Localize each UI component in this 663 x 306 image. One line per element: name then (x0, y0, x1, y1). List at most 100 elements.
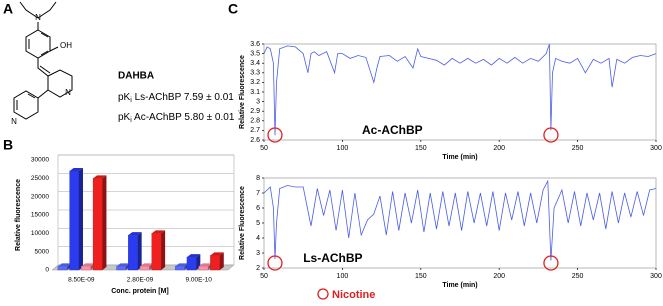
y-tick-label: 3.6 (250, 41, 260, 48)
y-tick-label: 0 (45, 267, 49, 274)
compound-text: pKi Ls-AChBP 7.59 ± 0.01 (118, 92, 234, 104)
x-tick-label: 2.80E-09 (127, 277, 154, 284)
x-tick-label: 9.00E-10 (185, 277, 212, 284)
y-tick-label: 5 (256, 220, 260, 227)
nicotine-marker (267, 255, 283, 271)
x-axis-label: Time (min) (442, 154, 477, 161)
structure (13, 1, 73, 120)
nicotine-marker (543, 255, 559, 271)
text-part: Ac-AChBP 5.80 ± 0.01 (132, 112, 235, 123)
bar-side (219, 252, 224, 270)
y-tick-label: 2.7 (250, 127, 260, 134)
y-tick-label: 25000 (31, 175, 49, 182)
x-tick-label: 200 (493, 145, 505, 152)
bar-top (186, 254, 201, 258)
x-tick-label: 100 (337, 273, 349, 280)
legend-marker (317, 288, 329, 300)
bar-top (151, 230, 166, 234)
bar-side (78, 168, 83, 270)
y-tick-label: 2.9 (250, 108, 260, 115)
bar (210, 255, 220, 271)
bar (175, 266, 185, 271)
bar-top (140, 263, 154, 267)
atom-label: OH (60, 41, 72, 50)
bar (128, 235, 138, 271)
bar-top (69, 168, 83, 171)
bar (116, 266, 127, 271)
y-tick-label: 3.5 (250, 50, 260, 57)
x-tick-label: 150 (415, 273, 427, 280)
y-axis-label: Relative Fluorescence (239, 186, 246, 260)
y-tick-label: 2.6 (250, 137, 260, 144)
bar (92, 178, 103, 271)
plot-frame (263, 43, 657, 141)
y-tick-label: 6 (256, 205, 260, 212)
x-tick-label: 50 (260, 145, 268, 152)
x-tick-label: 50 (260, 273, 268, 280)
y-tick-label: 8 (256, 175, 260, 182)
x-tick-label: 150 (415, 145, 427, 152)
bar-top (116, 263, 130, 267)
atom-label: N (65, 88, 71, 97)
y-tick-label: 3.1 (250, 89, 260, 96)
bar (198, 266, 209, 271)
y-tick-label: 20000 (31, 193, 49, 200)
data-line (263, 179, 657, 261)
x-tick-label: 250 (572, 273, 584, 280)
subscript: i (130, 97, 132, 104)
y-tick-label: 2.8 (250, 118, 260, 125)
x-tick-label: 100 (337, 145, 349, 152)
y-tick-label: 3.2 (250, 79, 260, 86)
y-tick-label: 3.3 (250, 70, 260, 77)
x-axis-label: Time (min) (442, 282, 477, 289)
bar-top (81, 263, 95, 267)
text-part: Ls-AChBP 7.59 ± 0.01 (132, 92, 234, 103)
panel-letter: C (228, 1, 238, 17)
bar-top (57, 263, 72, 267)
bar (69, 170, 80, 271)
bar-side (102, 175, 107, 270)
bar-top (175, 263, 189, 267)
data-line (263, 43, 657, 136)
x-tick-label: 300 (650, 273, 662, 280)
annotation: Ac-AChBP (362, 123, 423, 137)
text-part: pK (118, 92, 131, 103)
nicotine-marker (267, 127, 283, 143)
y-tick-label: 5000 (35, 248, 50, 255)
panel-letter: A (3, 1, 13, 17)
y-tick-label: 10000 (31, 230, 49, 237)
compound-name: DAHBA (118, 71, 154, 82)
x-tick-label: 300 (650, 145, 662, 152)
bar (139, 266, 150, 271)
y-tick-label: 2 (256, 265, 260, 272)
x-axis-label: Conc. protein [M] (111, 288, 169, 295)
bar-top (198, 263, 213, 267)
y-tick-label: 15000 (31, 212, 49, 219)
panel-letter: B (3, 137, 13, 153)
annotation: Ls-AChBP (303, 251, 362, 265)
x-tick-label: 200 (493, 273, 505, 280)
y-axis-label: Relative fluorescence (15, 179, 22, 251)
x-tick-label: 250 (572, 145, 584, 152)
atom-label: N (35, 13, 41, 22)
compound-text: pKi Ac-AChBP 5.80 ± 0.01 (118, 112, 235, 124)
y-tick-label: 30000 (31, 157, 49, 164)
bar-top (128, 232, 142, 236)
y-tick-label: 7 (256, 190, 260, 197)
x-tick-label: 8.50E-09 (68, 277, 95, 284)
bar-side (137, 232, 142, 270)
y-tick-label: 3 (256, 98, 260, 105)
atom-label: N (11, 117, 17, 126)
bar (57, 266, 68, 271)
nicotine-marker (543, 127, 559, 143)
y-axis-label: Relative Fluorescence (239, 55, 246, 129)
bar (151, 233, 162, 271)
bar (81, 266, 91, 271)
bar (186, 257, 197, 271)
bar-side (161, 230, 166, 270)
y-tick-label: 4 (256, 235, 260, 242)
bar-top (210, 252, 224, 256)
y-tick-label: 3.4 (250, 60, 260, 67)
legend-label: Nicotine (332, 289, 375, 301)
